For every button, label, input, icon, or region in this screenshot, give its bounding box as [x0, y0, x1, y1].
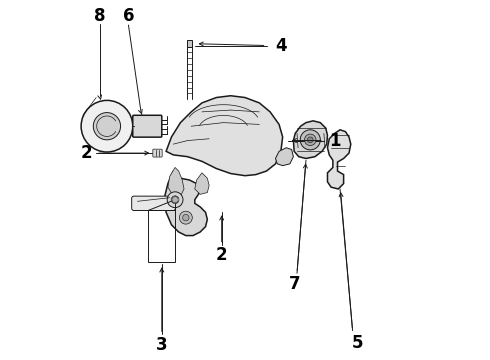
Text: 5: 5: [352, 334, 364, 352]
Text: 1: 1: [329, 131, 341, 149]
Polygon shape: [294, 121, 327, 158]
Circle shape: [183, 215, 189, 221]
Polygon shape: [164, 171, 207, 235]
Text: 2: 2: [81, 144, 92, 162]
Text: 3: 3: [156, 336, 168, 354]
Polygon shape: [195, 173, 209, 194]
Text: 6: 6: [122, 8, 134, 26]
Bar: [187, 40, 192, 46]
Bar: [148, 211, 175, 262]
Circle shape: [179, 211, 192, 224]
Circle shape: [300, 130, 320, 150]
Polygon shape: [166, 96, 283, 176]
FancyBboxPatch shape: [153, 149, 162, 157]
Circle shape: [93, 113, 121, 140]
Circle shape: [171, 196, 179, 204]
Circle shape: [307, 137, 313, 143]
Text: 7: 7: [289, 275, 300, 293]
Circle shape: [304, 134, 316, 145]
Text: 4: 4: [275, 36, 287, 54]
Circle shape: [167, 192, 183, 208]
Polygon shape: [168, 167, 184, 196]
Circle shape: [81, 100, 133, 152]
Text: 2: 2: [216, 246, 227, 264]
Polygon shape: [327, 130, 351, 189]
FancyBboxPatch shape: [133, 115, 162, 137]
FancyBboxPatch shape: [132, 196, 175, 211]
Text: 8: 8: [94, 7, 105, 25]
Polygon shape: [275, 148, 294, 166]
